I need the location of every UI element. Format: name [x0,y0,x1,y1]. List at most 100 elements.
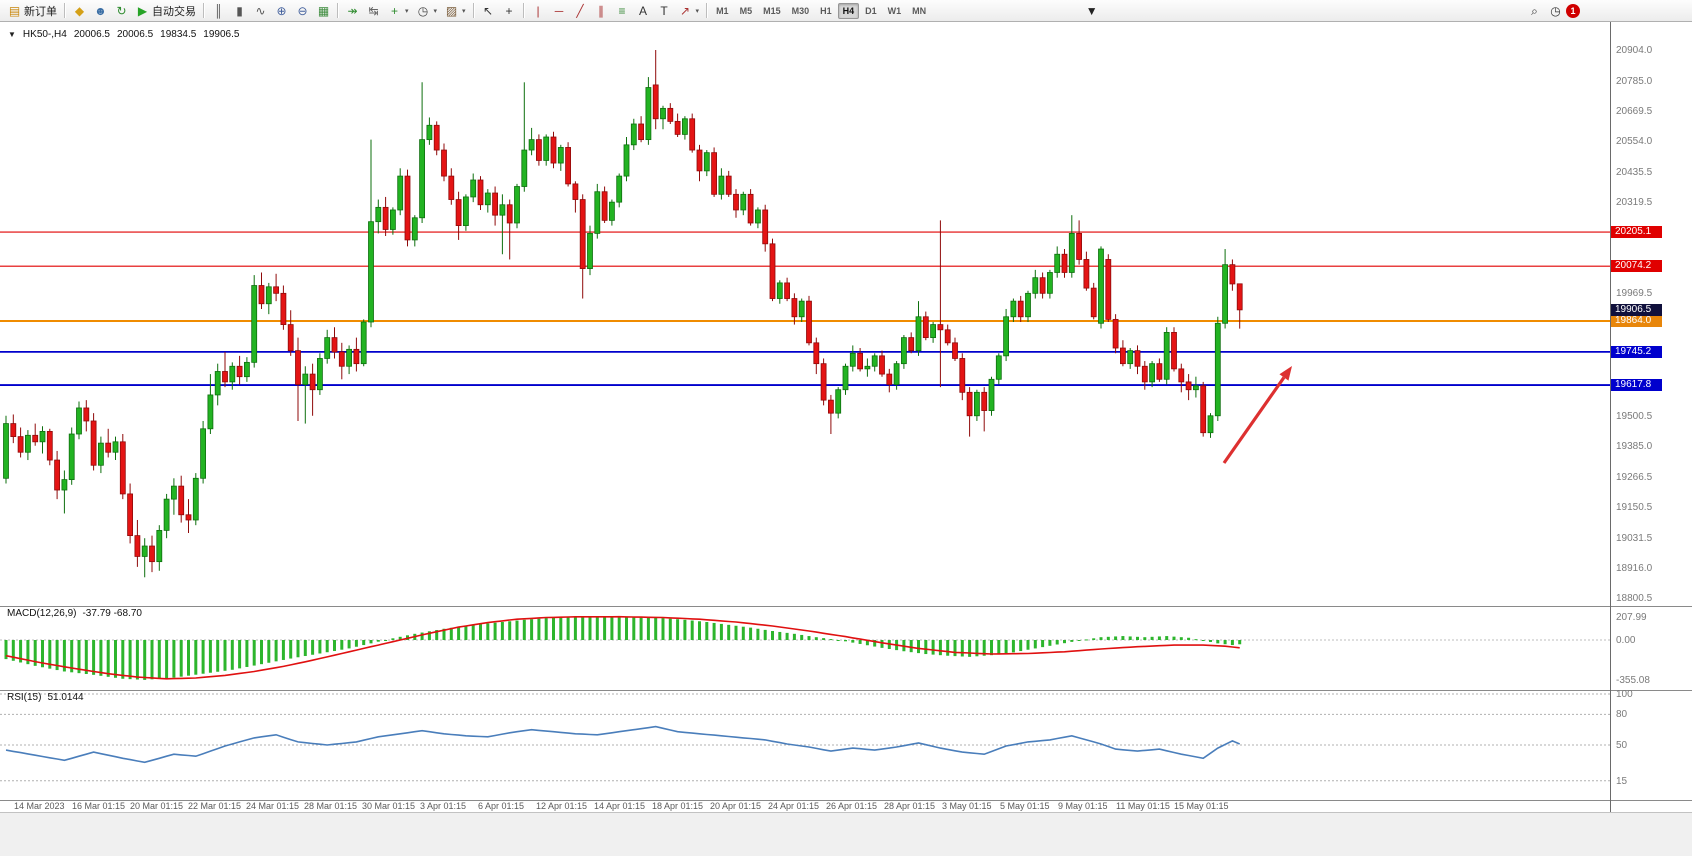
cursor-button[interactable]: ↖ [478,2,499,20]
candle [1229,259,1236,291]
candle [908,332,915,354]
candle [952,337,958,362]
chart-candles-button[interactable]: ▮ [229,2,250,20]
new-order-button[interactable]: ▤ 新订单 [4,2,61,20]
timeframe-mn[interactable]: MN [907,3,931,19]
timeframe-h4[interactable]: H4 [837,2,860,19]
equidistant-channel-button[interactable]: ∥ [591,2,612,20]
timeframe-m5[interactable]: M5 [735,3,758,19]
candle [1098,246,1104,329]
trendline-icon: ╱ [576,3,584,18]
chart-shift-button[interactable]: ↹ [363,2,384,20]
candle [645,77,652,145]
zoom-out-button[interactable]: ⊖ [292,2,313,20]
auto-scroll-icon: ↠ [347,3,358,18]
macd-bar [1209,640,1212,642]
macd-bar [4,640,8,660]
macd-bar [676,619,680,640]
autotrading-button[interactable]: ▶ 自动交易 [132,2,200,20]
candle [733,189,739,218]
toolbar-divider [706,3,709,18]
arrows-button[interactable]: ↗ ▾ [675,2,704,20]
candle [192,473,199,526]
timeframe-m1[interactable]: M1 [711,3,734,19]
timeframe-d1[interactable]: D1 [860,3,882,19]
macd-bar [106,640,110,677]
timeframe-m30[interactable]: M30 [787,3,815,19]
candle [214,363,221,406]
macd-bar [997,640,1001,655]
search-button[interactable]: ⌕ [1524,2,1545,20]
macd-bar [187,640,190,676]
refresh-button[interactable]: ↻ [111,2,132,20]
date-axis-label: 20 Apr 01:15 [710,801,761,811]
date-axis-label: 14 Mar 2023 [14,801,65,811]
trendline-button[interactable]: ╱ [570,2,591,20]
macd-bar [449,627,453,640]
candle [251,275,258,368]
candle [1061,249,1068,278]
fibonacci-button[interactable]: ≡ [612,2,633,20]
candle [331,327,338,359]
zoom-in-button[interactable]: ⊕ [271,2,292,20]
macd-bar [858,640,862,644]
crosshair-button[interactable]: + [499,2,520,20]
macd-bar [522,619,526,640]
chart-bars-button[interactable]: ║ [208,2,229,20]
auto-scroll-button[interactable]: ↠ [342,2,363,20]
indicators-button[interactable]: + ▾ [384,2,413,20]
macd-bar [114,640,117,678]
macd-bar [792,633,796,640]
ohlc-close: 19906.5 [203,29,240,40]
macd-bar [573,616,577,640]
macd-bar [1055,640,1059,645]
candle [265,282,272,315]
text-label-button[interactable]: T [654,2,675,20]
text-button[interactable]: A [633,2,654,20]
macd-bar [1150,636,1154,640]
collapse-triangle-icon[interactable]: ▼ [8,30,16,39]
macd-bar [1041,640,1045,648]
timeframe-h1[interactable]: H1 [815,3,837,19]
candle [1010,298,1017,322]
macd-bar [844,640,847,642]
chart-line-button[interactable]: ∿ [250,2,271,20]
candle [346,345,353,375]
chart-canvas[interactable]: 14 Mar 2023 16 Mar 01:15 20 Mar 01:15 22 Ma… [0,22,1692,812]
price-level-tag: 20205.1 [1611,226,1662,239]
horizontal-line-button[interactable]: ─ [549,2,570,20]
date-axis-label: 15 May 01:15 [1174,801,1229,811]
navigator-button[interactable]: ☻ [90,2,111,20]
candle [886,368,893,393]
chart-line-icon: ∿ [255,3,266,18]
candle [718,168,725,200]
macd-axis-label: 0.00 [1616,635,1636,646]
timeframe-w1[interactable]: W1 [883,3,907,19]
toolbar-overflow-button[interactable]: ▼ [1081,2,1102,20]
macd-bar [1106,636,1110,640]
candle [338,342,345,380]
templates-button[interactable]: ▨ ▾ [441,2,470,20]
vertical-line-icon: | [536,3,540,18]
timeframe-m15[interactable]: M15 [758,3,786,19]
price-axis-label: 19150.5 [1616,501,1653,513]
vertical-line-button[interactable]: | [528,2,549,20]
candle [1193,376,1199,398]
periods-button[interactable]: ◷ ▾ [413,2,442,20]
trend-arrow-line[interactable] [1222,376,1286,464]
macd-bar [851,640,855,643]
price-axis[interactable]: 20904.0 20785.0 20669.5 20554.0 20435.5 20319… [1611,22,1692,812]
macd-bar [62,640,66,672]
rsi-axis-label: 100 [1616,689,1633,700]
candle [149,535,155,573]
tile-windows-button[interactable]: ▦ [313,2,334,20]
notifications-badge[interactable]: 1 [1566,3,1580,18]
search-icon: ⌕ [1531,3,1538,18]
macd-bar [1128,636,1132,640]
macd-bar [909,640,913,653]
alerts-button[interactable]: ◷ [1545,2,1566,20]
macd-signal-line [5,615,1240,680]
symbols-button[interactable]: ◆ [69,2,90,20]
candle [127,483,133,544]
